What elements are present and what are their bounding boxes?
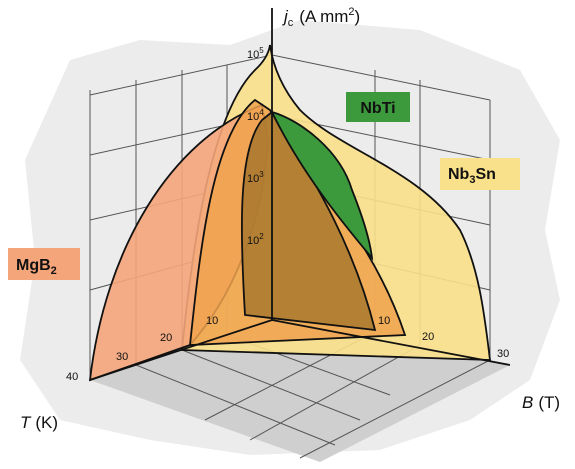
b-axis-label: B(T) xyxy=(522,393,560,412)
nbti-label: NbTi xyxy=(360,100,395,117)
t-tick-label: 20 xyxy=(160,332,172,344)
diagram: jc(A mm2) 105 104 103 102 10 20 30 10 20… xyxy=(0,0,575,469)
t-axis-label: T(K) xyxy=(20,413,58,432)
b-tick-label: 10 xyxy=(378,315,390,327)
t-tick-label: 40 xyxy=(66,371,78,383)
b-tick-label: 30 xyxy=(497,348,509,360)
t-tick-label: 10 xyxy=(206,315,218,327)
t-tick-label: 30 xyxy=(116,351,128,363)
b-tick-label: 20 xyxy=(422,331,434,343)
